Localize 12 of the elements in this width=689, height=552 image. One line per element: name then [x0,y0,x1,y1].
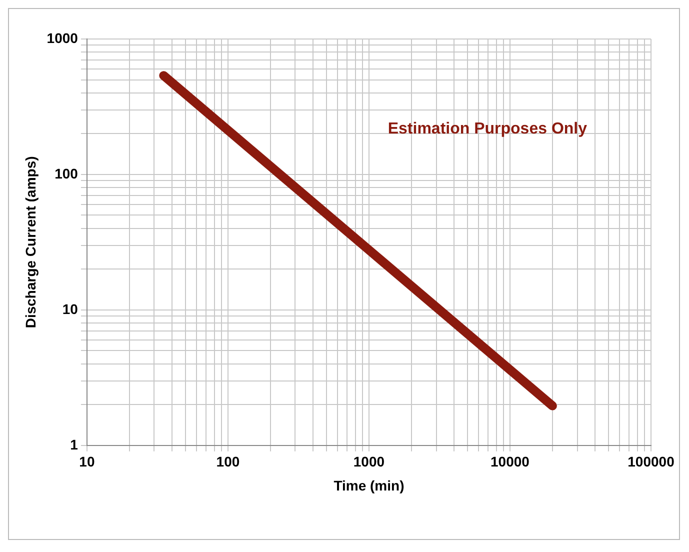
x-axis-title: Time (min) [334,477,404,494]
x-tick-label: 10 [79,454,95,470]
y-axis-title: Discharge Current (amps) [22,156,38,328]
y-tick-label: 1 [70,436,78,452]
y-tick-label: 10 [62,300,78,317]
x-tick-label: 10000 [490,454,530,470]
x-tick-label: 100000 [628,454,675,470]
x-tick-label: 1000 [353,454,385,470]
y-tick-label: 1000 [46,30,78,46]
y-tick-label: 100 [54,165,78,182]
annotation: Estimation Purposes Only [388,120,588,138]
x-tick-label: 100 [216,454,240,470]
